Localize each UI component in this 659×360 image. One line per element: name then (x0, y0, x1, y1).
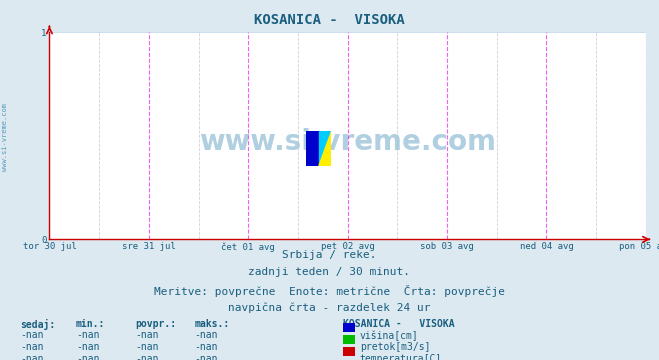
Text: -nan: -nan (135, 354, 159, 360)
Text: pretok[m3/s]: pretok[m3/s] (360, 342, 430, 352)
Text: KOSANICA -  VISOKA: KOSANICA - VISOKA (254, 13, 405, 27)
Text: Meritve: povprečne  Enote: metrične  Črta: povprečje: Meritve: povprečne Enote: metrične Črta:… (154, 285, 505, 297)
Text: maks.:: maks.: (194, 319, 229, 329)
Text: -nan: -nan (194, 354, 218, 360)
Polygon shape (319, 131, 331, 166)
Text: navpična črta - razdelek 24 ur: navpična črta - razdelek 24 ur (228, 302, 431, 312)
Text: -nan: -nan (76, 342, 100, 352)
Text: -nan: -nan (194, 330, 218, 341)
Text: -nan: -nan (20, 354, 43, 360)
Text: višina[cm]: višina[cm] (360, 330, 418, 341)
Text: povpr.:: povpr.: (135, 319, 176, 329)
Text: KOSANICA -   VISOKA: KOSANICA - VISOKA (343, 319, 454, 329)
Text: min.:: min.: (76, 319, 105, 329)
Text: -nan: -nan (135, 330, 159, 341)
Polygon shape (306, 131, 319, 166)
Text: -nan: -nan (194, 342, 218, 352)
Polygon shape (319, 131, 331, 166)
Text: www.si-vreme.com: www.si-vreme.com (2, 103, 9, 171)
Text: temperatura[C]: temperatura[C] (360, 354, 442, 360)
Text: -nan: -nan (20, 342, 43, 352)
Text: -nan: -nan (135, 342, 159, 352)
Text: www.si-vreme.com: www.si-vreme.com (199, 128, 496, 156)
Text: Srbija / reke.: Srbija / reke. (282, 250, 377, 260)
Text: zadnji teden / 30 minut.: zadnji teden / 30 minut. (248, 267, 411, 278)
Text: sedaj:: sedaj: (20, 319, 55, 330)
Text: -nan: -nan (76, 330, 100, 341)
Text: -nan: -nan (76, 354, 100, 360)
Text: -nan: -nan (20, 330, 43, 341)
